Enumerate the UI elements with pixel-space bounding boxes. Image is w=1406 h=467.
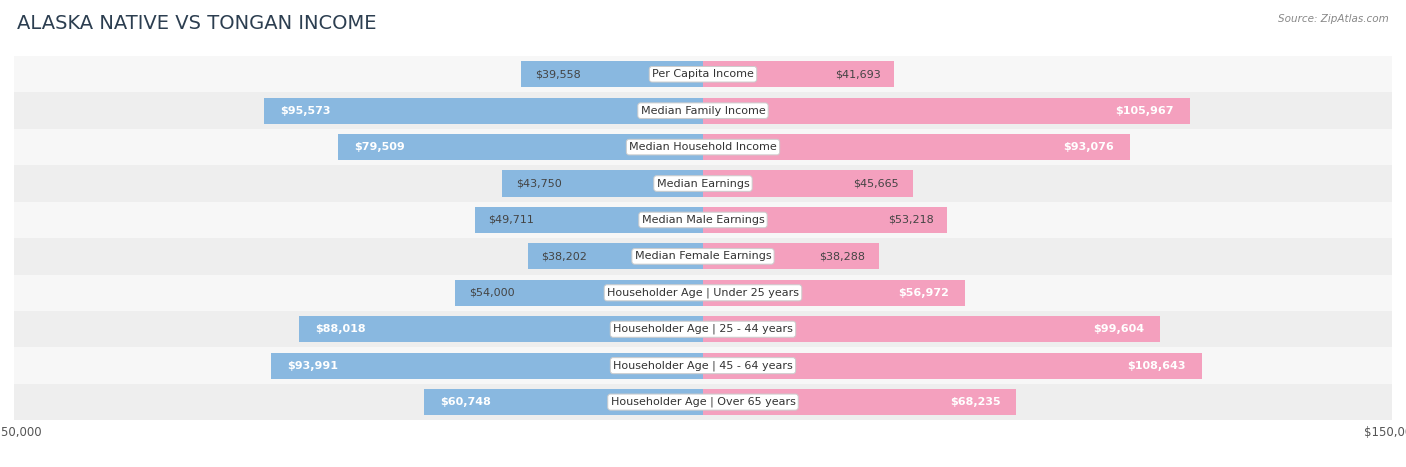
Bar bbox=[703, 134, 1130, 160]
Text: Per Capita Income: Per Capita Income bbox=[652, 69, 754, 79]
Text: $99,604: $99,604 bbox=[1094, 324, 1144, 334]
Text: $93,991: $93,991 bbox=[287, 361, 339, 371]
Text: Source: ZipAtlas.com: Source: ZipAtlas.com bbox=[1278, 14, 1389, 24]
Bar bbox=[703, 98, 1189, 124]
Text: Householder Age | 45 - 64 years: Householder Age | 45 - 64 years bbox=[613, 361, 793, 371]
Bar bbox=[14, 202, 1392, 238]
Bar bbox=[14, 384, 1392, 420]
Text: $38,288: $38,288 bbox=[820, 251, 865, 262]
Text: $39,558: $39,558 bbox=[536, 69, 581, 79]
Text: Median Male Earnings: Median Male Earnings bbox=[641, 215, 765, 225]
Bar bbox=[14, 165, 1392, 202]
Bar bbox=[337, 134, 703, 160]
Text: Householder Age | 25 - 44 years: Householder Age | 25 - 44 years bbox=[613, 324, 793, 334]
Text: $56,972: $56,972 bbox=[897, 288, 949, 298]
Bar bbox=[14, 347, 1392, 384]
Bar bbox=[14, 129, 1392, 165]
Text: $54,000: $54,000 bbox=[468, 288, 515, 298]
Bar bbox=[703, 353, 1202, 379]
Bar bbox=[502, 170, 703, 197]
Bar bbox=[14, 311, 1392, 347]
Bar bbox=[703, 170, 912, 197]
Bar bbox=[425, 389, 703, 415]
Bar bbox=[703, 61, 894, 87]
Bar bbox=[703, 389, 1017, 415]
Text: Median Earnings: Median Earnings bbox=[657, 178, 749, 189]
Text: $43,750: $43,750 bbox=[516, 178, 561, 189]
Bar bbox=[14, 56, 1392, 92]
Text: $41,693: $41,693 bbox=[835, 69, 880, 79]
Bar bbox=[14, 238, 1392, 275]
Text: Median Household Income: Median Household Income bbox=[628, 142, 778, 152]
Text: $49,711: $49,711 bbox=[488, 215, 534, 225]
Text: $105,967: $105,967 bbox=[1115, 106, 1174, 116]
Text: $93,076: $93,076 bbox=[1064, 142, 1115, 152]
Bar bbox=[703, 207, 948, 233]
Text: Householder Age | Over 65 years: Householder Age | Over 65 years bbox=[610, 397, 796, 407]
Text: $38,202: $38,202 bbox=[541, 251, 588, 262]
Text: Median Family Income: Median Family Income bbox=[641, 106, 765, 116]
Bar bbox=[298, 316, 703, 342]
Text: $60,748: $60,748 bbox=[440, 397, 491, 407]
Bar bbox=[14, 92, 1392, 129]
Bar bbox=[527, 243, 703, 269]
Text: $108,643: $108,643 bbox=[1128, 361, 1185, 371]
Text: $68,235: $68,235 bbox=[949, 397, 1000, 407]
Bar bbox=[703, 280, 965, 306]
Bar bbox=[14, 275, 1392, 311]
Bar bbox=[456, 280, 703, 306]
Text: ALASKA NATIVE VS TONGAN INCOME: ALASKA NATIVE VS TONGAN INCOME bbox=[17, 14, 377, 33]
Text: Median Female Earnings: Median Female Earnings bbox=[634, 251, 772, 262]
Text: $53,218: $53,218 bbox=[889, 215, 934, 225]
Text: $45,665: $45,665 bbox=[853, 178, 898, 189]
Text: Householder Age | Under 25 years: Householder Age | Under 25 years bbox=[607, 288, 799, 298]
Text: $88,018: $88,018 bbox=[315, 324, 366, 334]
Bar bbox=[522, 61, 703, 87]
Bar bbox=[264, 98, 703, 124]
Bar bbox=[703, 316, 1160, 342]
Bar bbox=[475, 207, 703, 233]
Bar bbox=[271, 353, 703, 379]
Bar bbox=[703, 243, 879, 269]
Text: $95,573: $95,573 bbox=[280, 106, 330, 116]
Text: $79,509: $79,509 bbox=[354, 142, 405, 152]
